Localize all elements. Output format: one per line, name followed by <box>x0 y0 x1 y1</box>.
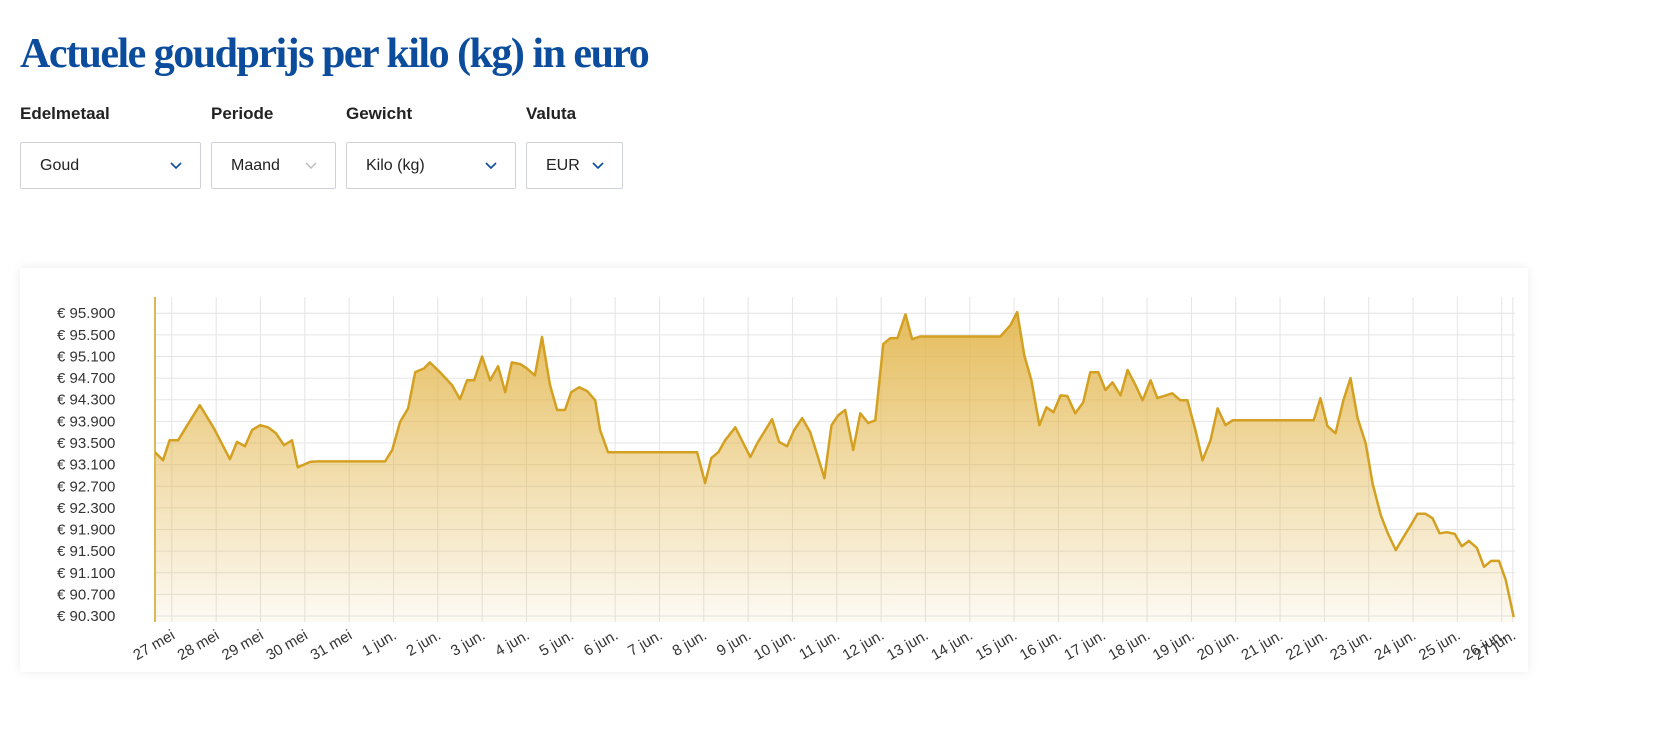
chevron <box>592 161 604 169</box>
x-tick-label: 29 mei <box>219 627 266 664</box>
dropdown-value: EUR <box>546 156 580 174</box>
x-tick-label: 30 mei <box>263 627 310 664</box>
chevron <box>485 161 497 169</box>
y-tick-label: € 94.300 <box>57 392 115 409</box>
x-tick-label: 28 mei <box>175 627 222 664</box>
chart-card: € 90.300 € 90.700 € 91.100 € 91.500 € 91.900… <box>20 268 1528 672</box>
page-title: Actuele goudprijs per kilo (kg) in euro <box>20 31 650 77</box>
line <box>154 310 1515 618</box>
dropdown[interactable]: Kilo (kg) <box>346 142 516 189</box>
y-tick-label: € 92.700 <box>57 478 115 495</box>
dropdown-value: Maand <box>231 156 280 174</box>
y-tick-label: € 92.300 <box>57 500 115 517</box>
y-tick-label: € 91.500 <box>57 543 115 560</box>
x-tick-label: 23 jun. <box>1327 627 1375 664</box>
x-tick-label: 21 jun. <box>1239 627 1287 664</box>
x-tick-label: 31 mei <box>308 627 355 664</box>
y-tick-label: € 90.300 <box>57 608 115 625</box>
x-tick-label: 20 jun. <box>1194 627 1242 664</box>
y-tick-label: € 95.500 <box>57 327 115 344</box>
x-tick-label: 11 jun. <box>796 627 843 664</box>
x-tick-label: 22 jun. <box>1283 627 1331 664</box>
x-tick-label: 19 jun. <box>1150 627 1198 664</box>
x-tick-label: 5 jun. <box>537 627 577 660</box>
y-tick-label: € 95.100 <box>57 348 115 365</box>
chart: € 90.300 € 90.700 € 91.100 € 91.500 € 91.900… <box>57 297 1519 664</box>
x-tick-label: 4 jun. <box>492 627 532 660</box>
chevron <box>170 161 182 169</box>
y-tick-label: € 93.500 <box>57 435 115 452</box>
filter-label: Edelmetaal <box>20 104 110 123</box>
x-tick-label: 15 jun. <box>973 627 1021 664</box>
dropdown[interactable]: Maand <box>211 142 336 189</box>
y-tick-label: € 94.700 <box>57 370 115 387</box>
y-tick-label: € 93.100 <box>57 457 115 474</box>
filter-label: Gewicht <box>346 104 413 123</box>
x-tick-label: 14 jun. <box>928 627 976 664</box>
x-tick-label: 1 jun. <box>359 627 399 660</box>
filter-label: Valuta <box>526 104 577 123</box>
y-tick-label: € 91.100 <box>57 565 115 582</box>
filter: Gewicht Kilo (kg) <box>346 104 516 189</box>
dropdown[interactable]: EUR <box>526 142 623 189</box>
area <box>155 312 1514 622</box>
x-tick-label: 3 jun. <box>448 627 488 660</box>
y-tick-label: € 95.900 <box>57 305 115 322</box>
filter: Periode Maand <box>211 104 336 189</box>
x-tick-label: 16 jun. <box>1017 627 1065 664</box>
x-tick-label: 10 jun. <box>751 627 799 664</box>
x-tick-label: 17 jun. <box>1061 627 1109 664</box>
filter: Valuta EUR <box>526 104 623 189</box>
x-tick-label: 18 jun. <box>1106 627 1154 664</box>
x-tick-label: 6 jun. <box>581 627 621 660</box>
x-tick-label: 13 jun. <box>884 627 932 664</box>
dropdown-value: Kilo (kg) <box>366 156 425 174</box>
filter-label: Periode <box>211 104 274 123</box>
filter: Edelmetaal Goud <box>20 104 201 189</box>
dropdown-value: Goud <box>40 156 80 174</box>
x-tick-label: 27 mei <box>130 627 177 664</box>
x-tick-label: 2 jun. <box>404 627 444 660</box>
y-tick-label: € 90.700 <box>57 586 115 603</box>
x-tick-label: 25 jun. <box>1416 627 1464 664</box>
y-tick-label: € 93.900 <box>57 413 115 430</box>
x-tick-label: 12 jun. <box>840 627 888 664</box>
x-tick-label: 8 jun. <box>670 627 710 660</box>
chevron <box>305 162 317 169</box>
x-tick-label: 9 jun. <box>714 627 754 660</box>
x-tick-label: 24 jun. <box>1372 627 1420 664</box>
dropdown[interactable]: Goud <box>20 142 201 189</box>
y-tick-label: € 91.900 <box>57 522 115 539</box>
x-tick-label: 7 jun. <box>625 627 665 660</box>
